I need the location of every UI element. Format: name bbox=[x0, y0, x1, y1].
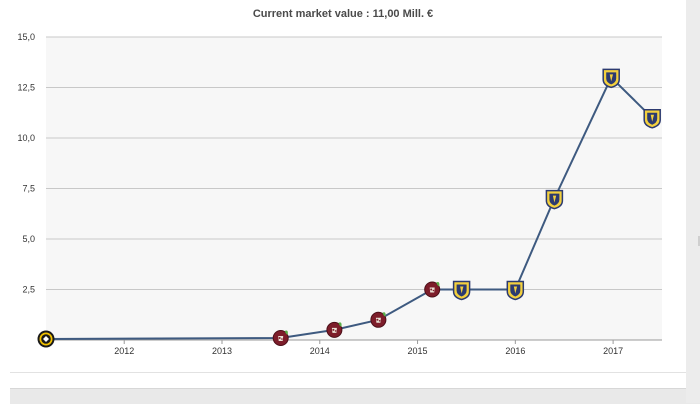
x-tick-label: 2015 bbox=[408, 346, 428, 356]
y-tick-label: 10,0 bbox=[17, 133, 35, 143]
maroon-badge-icon[interactable] bbox=[424, 281, 441, 298]
maroon-badge-icon[interactable] bbox=[326, 321, 343, 338]
chart-title: Current market value : 11,00 Mill. € bbox=[252, 8, 434, 20]
black-yellow-badge-icon[interactable] bbox=[37, 330, 55, 348]
yellow-blue-shield-icon[interactable] bbox=[602, 68, 620, 89]
y-tick-label: 5,0 bbox=[22, 234, 35, 244]
x-tick-label: 2012 bbox=[114, 346, 134, 356]
yellow-blue-shield-icon[interactable] bbox=[643, 109, 661, 129]
y-axis: 2,5 5,0 7,5 10,0 12,5 15,0 bbox=[17, 32, 35, 295]
page-background-strip bbox=[10, 388, 700, 404]
y-tick-label: 7,5 bbox=[22, 184, 35, 194]
x-tick-label: 2013 bbox=[212, 346, 232, 356]
maroon-badge-icon[interactable] bbox=[370, 311, 387, 328]
scrollbar-track[interactable] bbox=[686, 0, 700, 403]
x-axis: 2012 2013 2014 2015 2016 2017 bbox=[114, 340, 623, 356]
yellow-blue-shield-icon[interactable] bbox=[452, 280, 471, 301]
x-tick-label: 2014 bbox=[310, 346, 330, 356]
data-markers bbox=[37, 68, 661, 348]
card-divider bbox=[10, 372, 686, 373]
y-tick-label: 12,5 bbox=[17, 83, 35, 93]
yellow-blue-shield-icon[interactable] bbox=[545, 189, 564, 210]
chart-card: Current market value : 11,00 Mill. € 2,5… bbox=[17, 8, 662, 356]
x-tick-label: 2016 bbox=[505, 346, 525, 356]
scrollbar-thumb[interactable] bbox=[698, 236, 700, 246]
y-tick-label: 2,5 bbox=[22, 285, 35, 295]
yellow-blue-shield-icon[interactable] bbox=[506, 280, 525, 301]
series-line bbox=[45, 75, 653, 340]
maroon-badge-icon[interactable] bbox=[272, 330, 289, 346]
x-tick-label: 2017 bbox=[603, 346, 623, 356]
market-value-chart: 2,55,07,510,012,515,0 2012 2013 2014 2015 20… bbox=[17, 32, 662, 356]
y-tick-label: 15,0 bbox=[17, 32, 35, 42]
